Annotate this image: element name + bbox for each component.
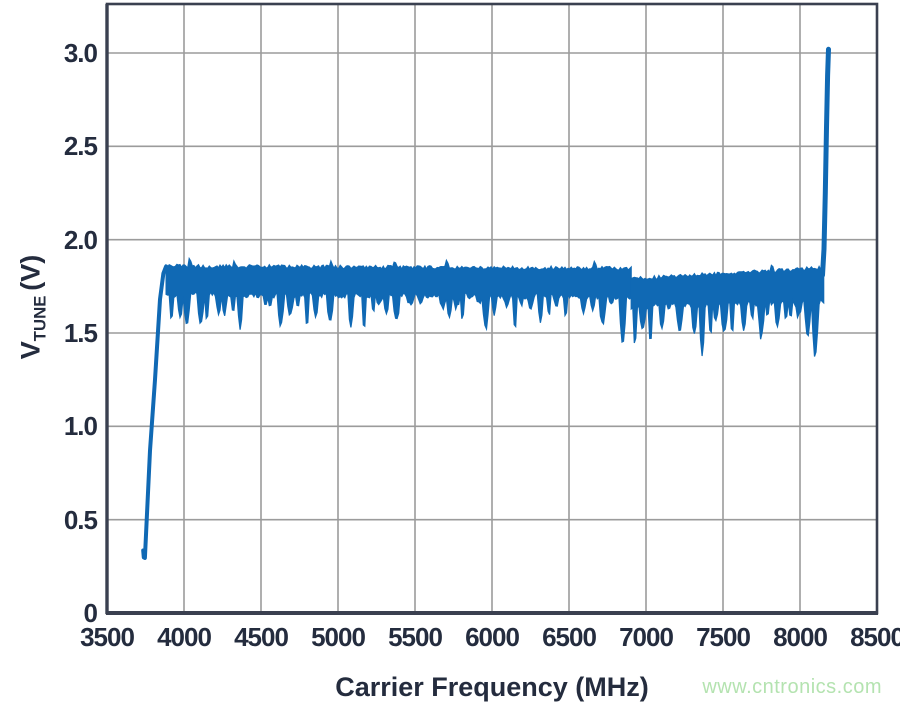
x-tick-label: 3500 bbox=[80, 622, 135, 652]
x-tick-label: 6500 bbox=[542, 622, 597, 652]
x-tick-label: 8000 bbox=[773, 622, 828, 652]
y-tick-label: 3.0 bbox=[63, 38, 98, 68]
y-tick-label: 0 bbox=[83, 598, 98, 628]
y-axis-title-unit: (V) bbox=[15, 254, 46, 291]
x-tick-label: 7500 bbox=[696, 622, 751, 652]
vtune-noise-band bbox=[165, 256, 632, 343]
x-tick-label: 4000 bbox=[157, 622, 212, 652]
x-tick-label: 6000 bbox=[465, 622, 520, 652]
x-tick-label: 5000 bbox=[311, 622, 366, 652]
vtune-rise-line bbox=[141, 264, 169, 560]
y-tick-label: 0.5 bbox=[63, 504, 98, 535]
y-tick-label: 2.0 bbox=[63, 224, 98, 255]
y-tick-label: 1.0 bbox=[63, 411, 98, 442]
vtune-end-spike-line bbox=[820, 46, 831, 278]
watermark: www.cntronics.com bbox=[702, 676, 882, 698]
x-tick-label: 5500 bbox=[388, 622, 443, 652]
x-axis-title: Carrier Frequency (MHz) bbox=[335, 672, 649, 702]
x-tick-label: 4500 bbox=[234, 622, 289, 652]
x-tick-label: 7000 bbox=[619, 622, 674, 652]
vtune-noise-band bbox=[630, 264, 825, 357]
y-tick-label: 2.5 bbox=[63, 131, 98, 162]
x-tick-label: 8500 bbox=[850, 622, 900, 652]
y-tick-label: 1.5 bbox=[63, 318, 98, 348]
